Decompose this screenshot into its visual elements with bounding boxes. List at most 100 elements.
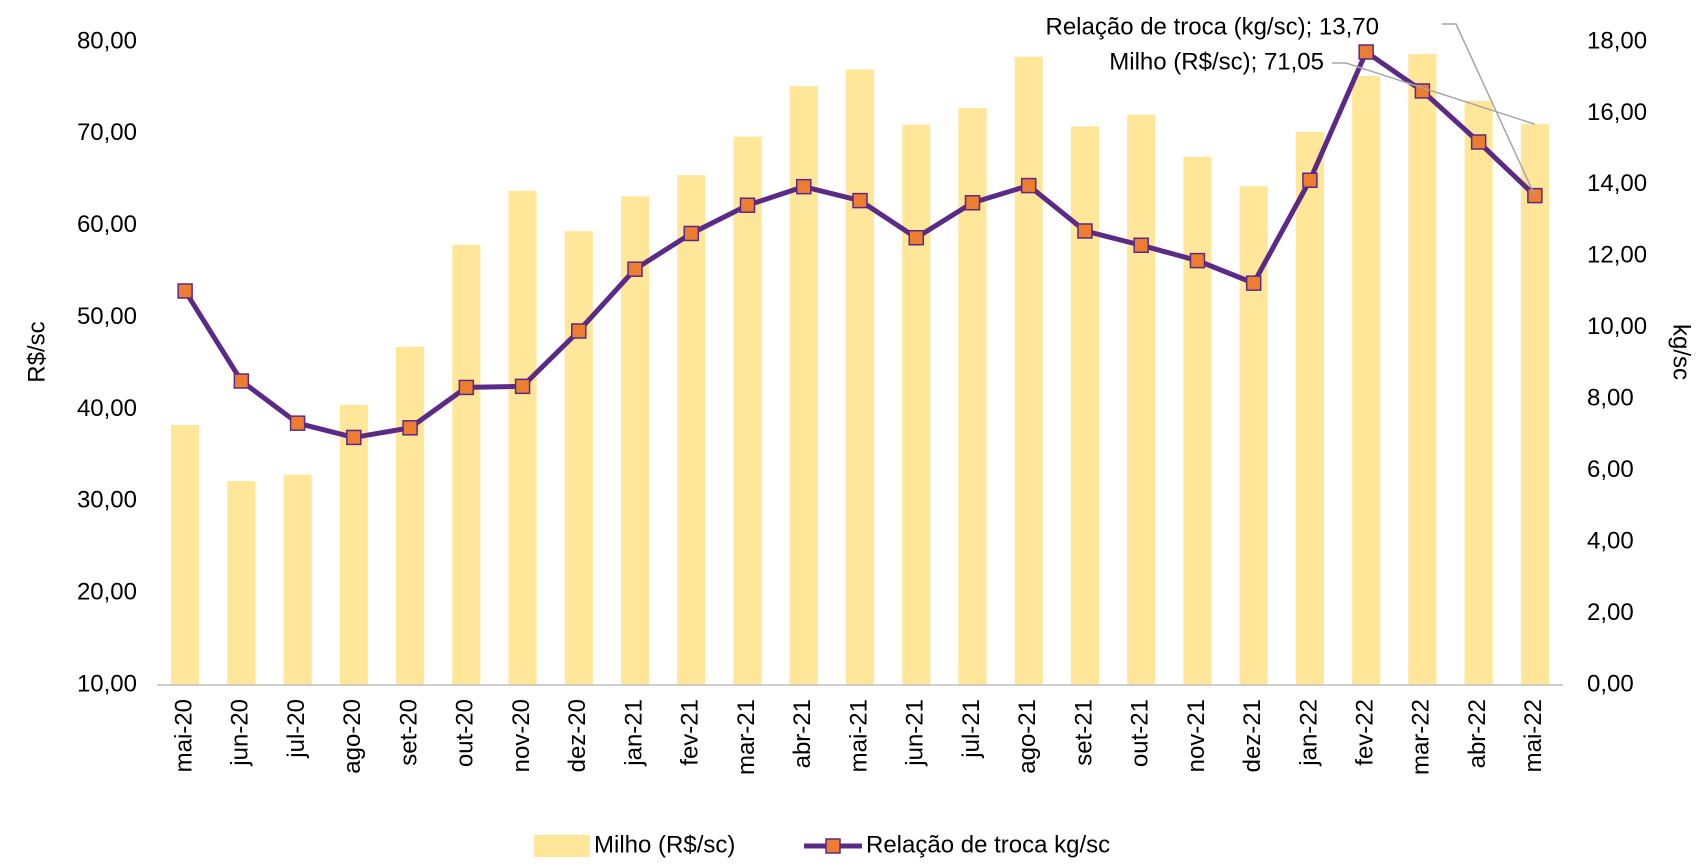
- x-tick-label: mar-21: [733, 699, 760, 775]
- bar: [958, 108, 987, 685]
- bar: [171, 425, 200, 685]
- bar: [902, 124, 931, 685]
- x-tick-label: abr-21: [789, 699, 816, 768]
- bar: [1014, 56, 1043, 685]
- y2-tick-label: 12,00: [1587, 242, 1647, 269]
- bar: [508, 190, 537, 685]
- x-tick-label: fev-22: [1352, 699, 1379, 766]
- x-tick-label: ago-20: [339, 699, 366, 774]
- bar: [396, 346, 425, 685]
- legend-label: Relação de troca kg/sc: [866, 831, 1110, 858]
- y-tick-label: 80,00: [77, 27, 137, 54]
- marker: [233, 373, 250, 389]
- y2-tick-label: 10,00: [1587, 313, 1647, 340]
- y-axis-title: R$/sc: [23, 321, 50, 382]
- x-tick-label: jun-21: [902, 699, 929, 767]
- x-tick-label: jul-21: [958, 699, 985, 759]
- x-tick-label: mai-21: [845, 699, 872, 772]
- y2-axis-title: kg/sc: [1668, 324, 1695, 380]
- x-tick-label: ago-21: [1014, 699, 1041, 774]
- x-tick-label: jul-20: [283, 699, 310, 759]
- x-tick-label: jan-21: [620, 699, 647, 767]
- y-tick-label: 40,00: [77, 395, 137, 422]
- y-tick-label: 30,00: [77, 487, 137, 514]
- marker: [627, 261, 643, 277]
- x-tick-label: set-21: [1070, 699, 1097, 766]
- marker: [346, 429, 362, 446]
- legend-label: Milho (R$/sc): [594, 831, 735, 858]
- bar: [733, 136, 762, 685]
- y-tick-label: 10,00: [77, 670, 137, 697]
- marker: [1189, 252, 1206, 269]
- bar: [1520, 124, 1549, 685]
- marker: [1077, 223, 1093, 239]
- marker: [177, 283, 193, 299]
- x-tick-label: mai-22: [1520, 699, 1547, 772]
- marker: [1414, 83, 1431, 99]
- bar: [283, 474, 312, 685]
- bar: [1464, 100, 1493, 685]
- bar: [452, 245, 481, 686]
- marker: [739, 197, 756, 214]
- marker: [514, 378, 531, 395]
- marker: [402, 420, 418, 436]
- y-tick-label: 50,00: [77, 303, 137, 330]
- bar: [1070, 126, 1100, 686]
- x-tick-label: fev-21: [677, 699, 704, 766]
- marker: [908, 230, 924, 246]
- y2-tick-label: 2,00: [1587, 599, 1634, 626]
- marker: [1358, 44, 1374, 60]
- y2-tick-label: 6,00: [1587, 456, 1634, 483]
- leader-line: [1442, 23, 1536, 196]
- marker: [683, 225, 700, 242]
- y2-tick-label: 16,00: [1587, 99, 1647, 126]
- y-tick-label: 70,00: [77, 119, 137, 146]
- bar: [564, 231, 593, 685]
- bar: [677, 175, 706, 685]
- marker: [571, 323, 587, 339]
- x-tick-label: dez-21: [1239, 699, 1266, 772]
- x-tick-label: nov-21: [1183, 699, 1210, 772]
- y-tick-label: 60,00: [77, 211, 137, 238]
- bar: [1183, 156, 1212, 686]
- marker: [1245, 275, 1262, 291]
- bar: [339, 404, 368, 685]
- x-tick-label: abr-22: [1464, 699, 1491, 768]
- marker: [458, 379, 475, 396]
- x-tick-label: dez-20: [564, 699, 591, 772]
- y2-tick-label: 0,00: [1587, 670, 1634, 697]
- marker: [796, 178, 812, 195]
- marker: [852, 192, 868, 209]
- x-tick-label: out-21: [1127, 699, 1154, 767]
- x-tick-label: mai-20: [170, 699, 197, 772]
- y2-tick-label: 4,00: [1587, 527, 1634, 554]
- marker: [1020, 177, 1037, 194]
- marker: [1302, 172, 1318, 188]
- x-tick-label: set-20: [395, 699, 422, 766]
- legend-swatch: [534, 835, 590, 857]
- bar: [1352, 75, 1381, 686]
- annotation: Milho (R$/sc); 71,05: [1109, 48, 1324, 75]
- bar: [845, 69, 875, 686]
- y2-tick-label: 8,00: [1587, 385, 1634, 412]
- bar: [789, 86, 818, 685]
- y2-tick-label: 14,00: [1587, 170, 1647, 197]
- marker: [964, 195, 981, 211]
- bar: [1127, 114, 1156, 686]
- x-tick-label: jun-20: [227, 699, 254, 767]
- x-tick-label: nov-20: [508, 699, 535, 772]
- marker: [1133, 237, 1149, 254]
- bar: [227, 481, 256, 685]
- x-tick-label: out-20: [452, 699, 479, 767]
- y2-tick-label: 18,00: [1587, 27, 1647, 54]
- marker: [1470, 134, 1487, 150]
- x-tick-label: jan-22: [1295, 699, 1322, 767]
- marker: [289, 415, 306, 431]
- y-tick-label: 20,00: [77, 578, 137, 605]
- legend-marker: [825, 838, 841, 854]
- x-tick-label: mar-22: [1408, 699, 1435, 775]
- bar: [1408, 53, 1437, 686]
- annotation: Relação de troca (kg/sc); 13,70: [1045, 13, 1379, 40]
- leader-line: [1332, 62, 1536, 125]
